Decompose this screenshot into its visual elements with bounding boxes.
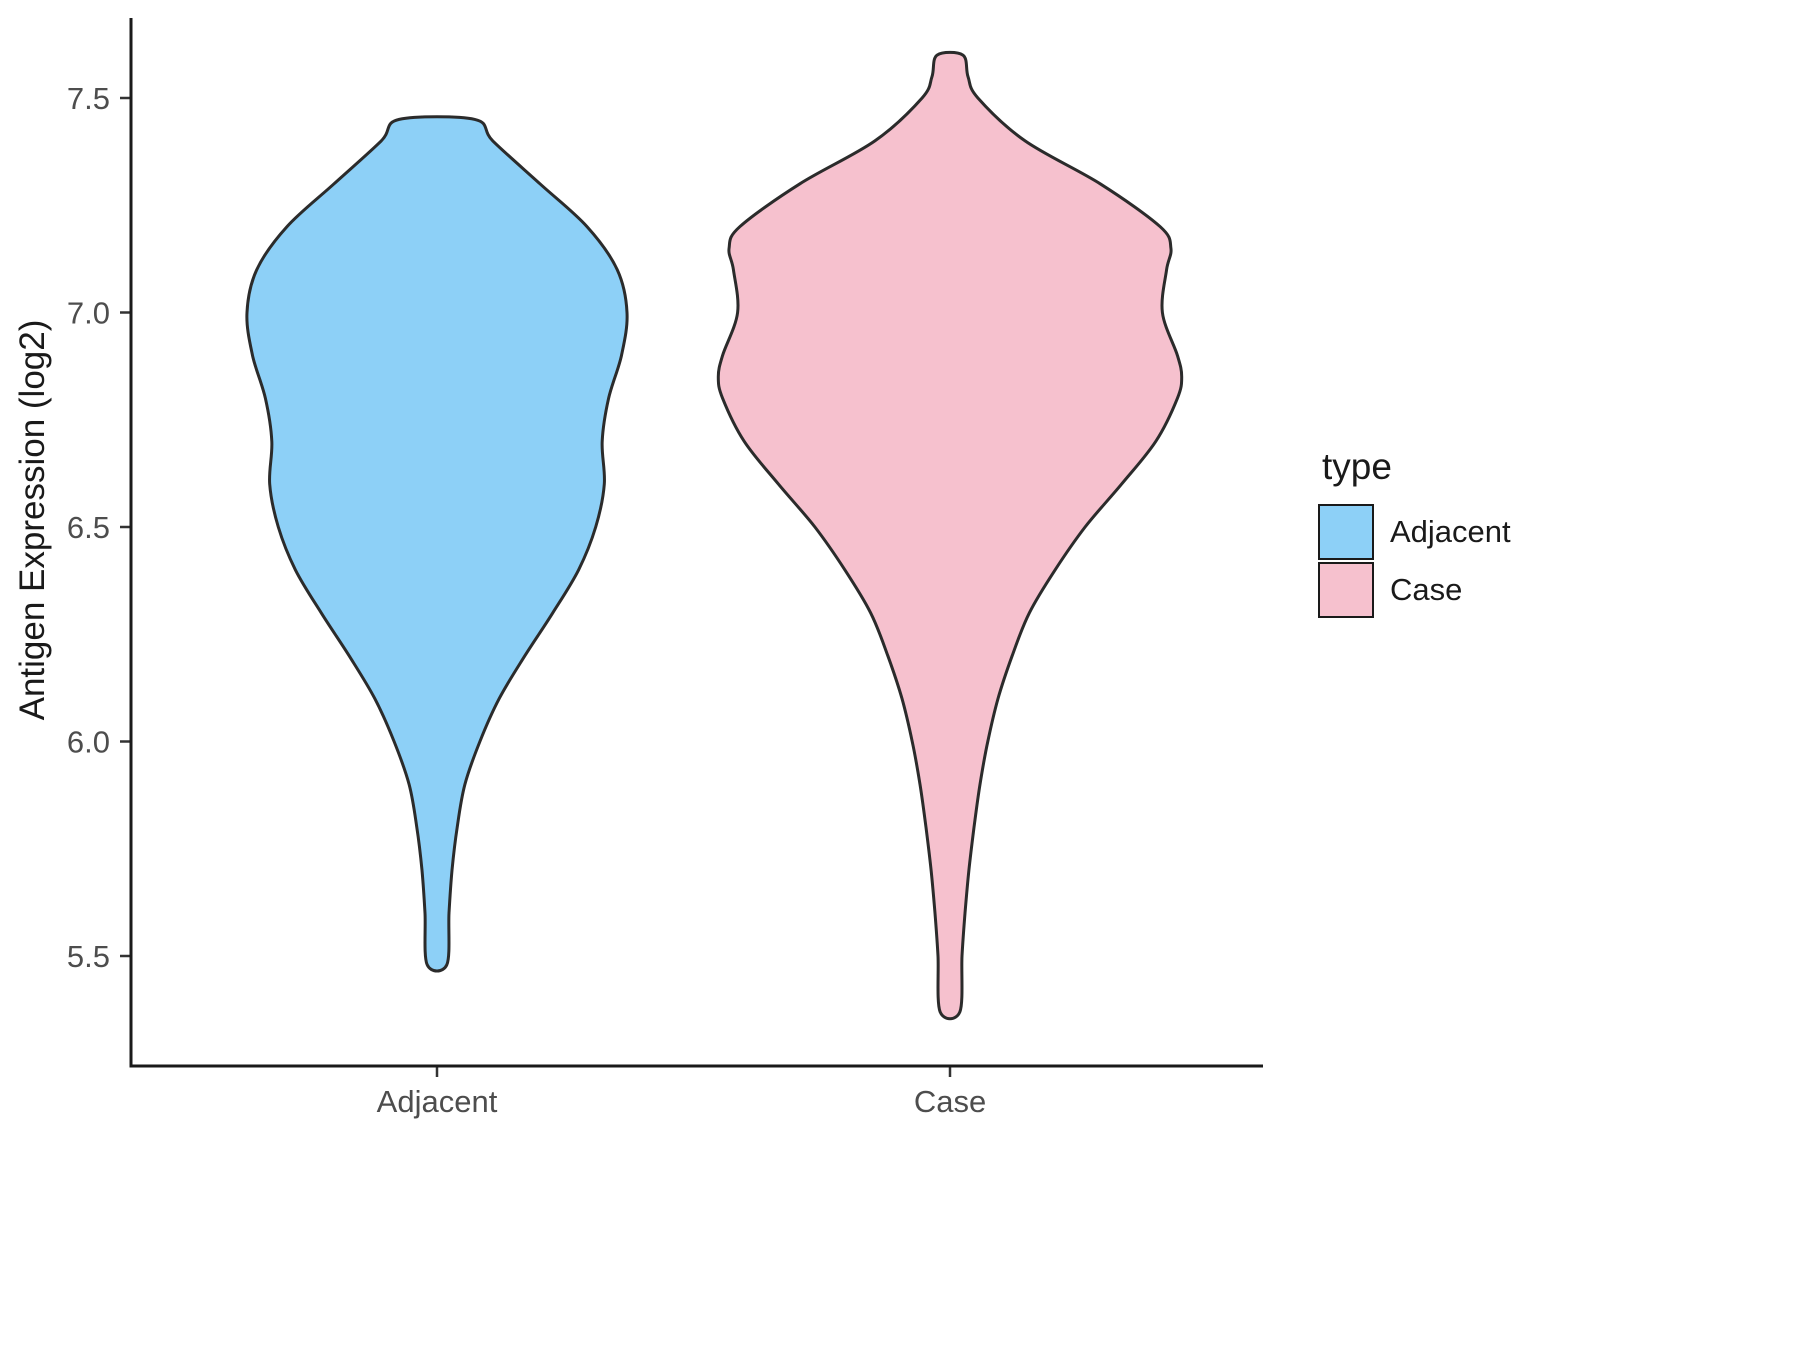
legend-swatch <box>1318 562 1374 618</box>
legend-swatch <box>1318 504 1374 560</box>
legend-label: Case <box>1390 572 1463 607</box>
y-tick-label: 7.5 <box>67 81 110 116</box>
legend: type Adjacent Case <box>1318 446 1511 620</box>
legend-label: Adjacent <box>1390 514 1511 549</box>
violin-case <box>716 50 1184 1021</box>
violin-adjacent <box>245 115 629 973</box>
y-axis-title: Antigen Expression (log2) <box>13 320 52 721</box>
x-category-label: Adjacent <box>377 1084 498 1119</box>
legend-item: Case <box>1318 562 1511 618</box>
legend-item: Adjacent <box>1318 504 1511 560</box>
y-tick-label: 5.5 <box>67 939 110 974</box>
y-tick-label: 6.5 <box>67 510 110 545</box>
x-category-label: Case <box>914 1084 986 1119</box>
y-tick-label: 7.0 <box>67 295 110 330</box>
y-tick-label: 6.0 <box>67 724 110 759</box>
legend-items: Adjacent Case <box>1318 504 1511 618</box>
legend-title: type <box>1322 446 1392 487</box>
